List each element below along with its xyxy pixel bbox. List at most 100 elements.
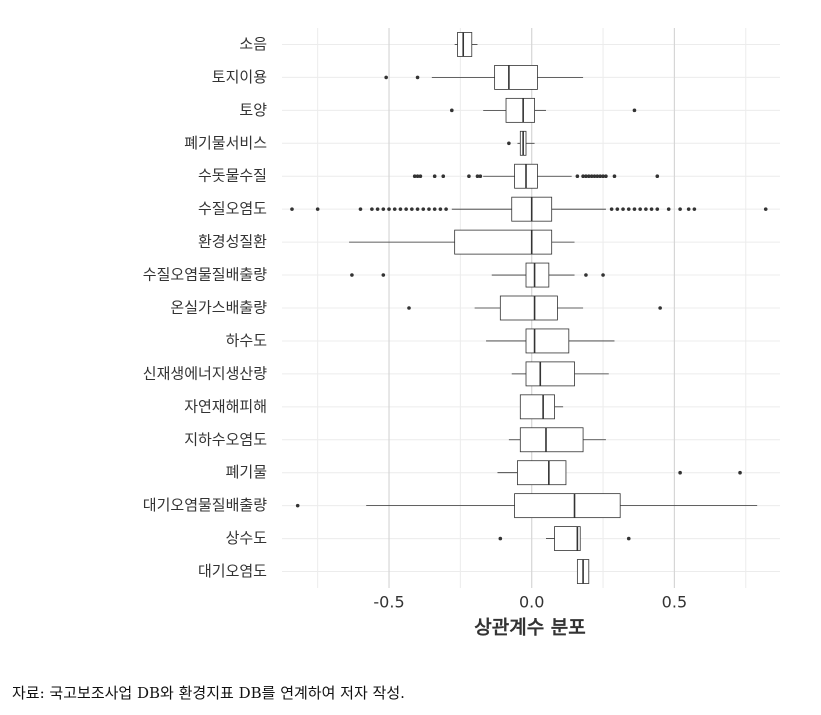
outlier bbox=[384, 75, 388, 80]
outlier bbox=[626, 536, 631, 541]
outlier bbox=[598, 174, 603, 179]
outlier bbox=[678, 207, 682, 211]
category-label: 신재생에너지생산량 bbox=[143, 364, 267, 382]
category-label: 지하수오염도 bbox=[184, 430, 267, 448]
outlier bbox=[738, 470, 742, 475]
chart: 상관계수 분포 -0.5 0.0 0.5 소음토지이용토양폐기물서비스수돗물수질수질오… bbox=[143, 28, 780, 639]
outlier bbox=[575, 174, 580, 179]
outlier bbox=[763, 207, 768, 211]
outlier bbox=[638, 207, 642, 211]
outlier bbox=[655, 174, 660, 179]
category-label: 수질오염도 bbox=[198, 200, 267, 218]
box bbox=[494, 65, 538, 90]
outlier bbox=[601, 273, 605, 277]
outlier bbox=[632, 108, 637, 113]
outlier bbox=[290, 207, 294, 211]
outlier bbox=[427, 207, 431, 211]
outlier bbox=[586, 174, 591, 179]
outlier bbox=[441, 174, 446, 179]
outlier bbox=[592, 174, 597, 179]
outlier bbox=[392, 207, 397, 211]
outlier bbox=[581, 174, 585, 179]
x-tick-label: -0.5 bbox=[373, 593, 404, 612]
outlier bbox=[450, 108, 454, 113]
outlier bbox=[658, 306, 662, 310]
box bbox=[519, 427, 584, 453]
category-label: 환경성질환 bbox=[198, 233, 267, 251]
box bbox=[514, 493, 621, 519]
outlier bbox=[609, 207, 614, 211]
outlier bbox=[678, 470, 682, 475]
box bbox=[525, 361, 575, 387]
outlier bbox=[375, 207, 380, 211]
category-label: 하수도 bbox=[226, 331, 268, 349]
outlier bbox=[584, 273, 588, 277]
box bbox=[457, 32, 473, 57]
outlier bbox=[418, 174, 423, 179]
category-label: 폐기물 bbox=[226, 463, 267, 481]
outlier bbox=[381, 273, 386, 277]
outlier bbox=[666, 207, 671, 211]
box bbox=[554, 526, 581, 551]
outlier bbox=[649, 207, 654, 211]
outlier bbox=[295, 503, 300, 508]
outlier bbox=[315, 207, 320, 211]
outlier bbox=[415, 75, 420, 80]
outlier bbox=[601, 174, 605, 179]
category-label: 수돗물수질 bbox=[198, 167, 267, 185]
outlier bbox=[589, 174, 594, 179]
box bbox=[525, 328, 570, 354]
outlier bbox=[644, 207, 648, 211]
x-tick-label: 0.5 bbox=[662, 593, 687, 612]
outlier bbox=[615, 207, 620, 211]
outlier bbox=[438, 207, 443, 211]
outlier bbox=[507, 141, 511, 146]
outlier bbox=[692, 207, 697, 211]
x-tick-label: 0.0 bbox=[519, 593, 544, 612]
box bbox=[454, 229, 553, 255]
outlier bbox=[415, 207, 420, 211]
category-label: 자연재해피해 bbox=[184, 397, 267, 415]
outlier bbox=[381, 207, 386, 211]
category-label: 토지이용 bbox=[212, 68, 267, 86]
box bbox=[517, 460, 567, 486]
outlier bbox=[612, 174, 617, 179]
outlier bbox=[478, 174, 483, 179]
outlier bbox=[604, 174, 608, 179]
outlier bbox=[467, 174, 471, 179]
outlier bbox=[412, 174, 417, 179]
outlier bbox=[621, 207, 625, 211]
category-label: 토양 bbox=[239, 101, 267, 119]
outlier bbox=[407, 306, 411, 310]
outlier bbox=[410, 207, 414, 211]
outlier bbox=[584, 174, 588, 179]
outlier bbox=[370, 207, 374, 211]
outlier bbox=[475, 174, 480, 179]
outlier bbox=[350, 273, 354, 277]
outlier bbox=[595, 174, 600, 179]
category-label: 상수도 bbox=[226, 529, 268, 547]
outlier bbox=[358, 207, 363, 211]
outlier bbox=[686, 207, 691, 211]
outlier bbox=[432, 174, 437, 179]
outlier bbox=[655, 207, 660, 211]
source-note: 자료: 국고보조사업 DB와 환경지표 DB를 연계하여 저자 작성. bbox=[12, 684, 405, 702]
category-label: 대기오염물질배출량 bbox=[143, 496, 267, 514]
box bbox=[499, 295, 558, 321]
box bbox=[525, 262, 550, 288]
outlier bbox=[626, 207, 631, 211]
outlier bbox=[421, 207, 426, 211]
category-label: 대기오염도 bbox=[198, 562, 267, 580]
outlier bbox=[432, 207, 437, 211]
outlier bbox=[632, 207, 637, 211]
category-label: 폐기물서비스 bbox=[184, 134, 267, 152]
box bbox=[519, 394, 555, 420]
outlier bbox=[415, 174, 420, 179]
outlier bbox=[404, 207, 408, 211]
x-axis-title: 상관계수 분포 bbox=[474, 617, 586, 639]
outlier bbox=[387, 207, 391, 211]
category-label: 소음 bbox=[239, 35, 267, 53]
box bbox=[505, 97, 535, 123]
outlier bbox=[444, 207, 448, 211]
